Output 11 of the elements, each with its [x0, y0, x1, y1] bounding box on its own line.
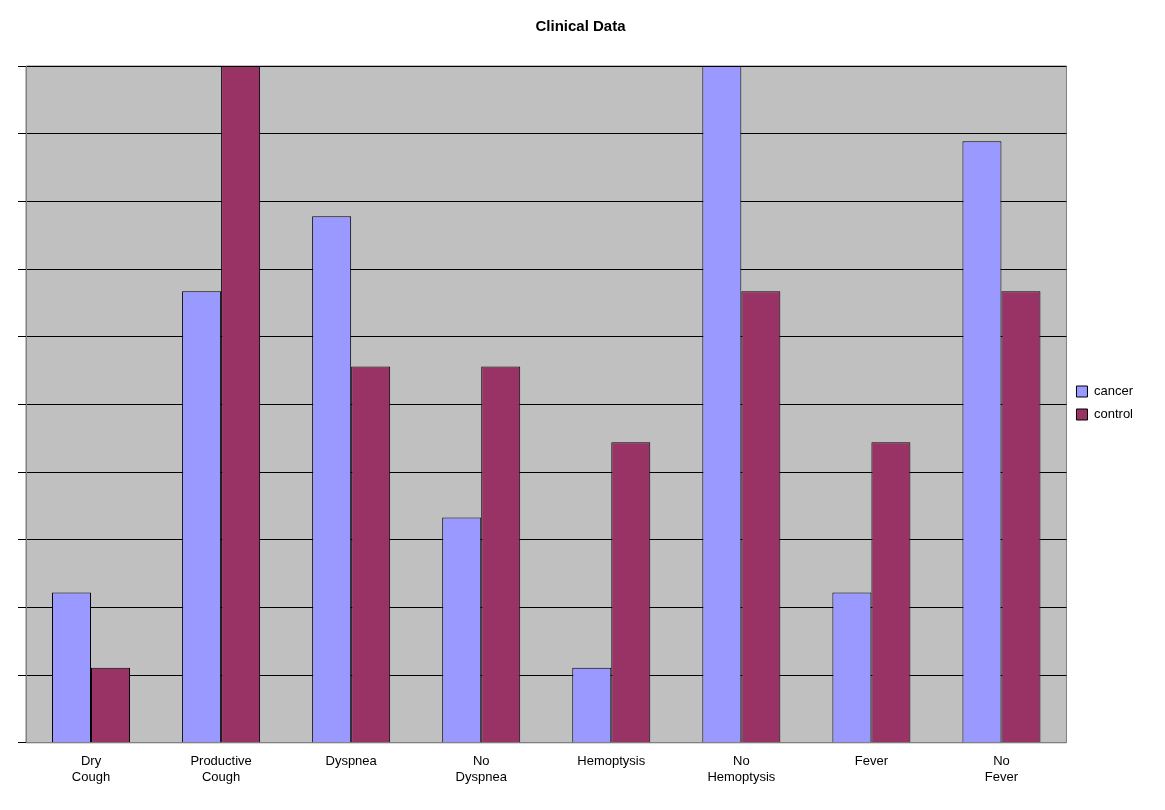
x-tick-label: No Dyspnea: [455, 753, 508, 784]
x-tick-label: Hemoptysis: [577, 753, 646, 769]
x-tick-label: Productive Cough: [190, 753, 252, 784]
x-tick-label: Dyspnea: [325, 753, 378, 769]
legend-label: cancer: [1093, 383, 1134, 399]
legend-label: control: [1093, 406, 1134, 422]
x-tick-label: No Hemoptysis: [707, 753, 776, 784]
x-tick-label: Dry Cough: [71, 753, 111, 784]
chart-title: Clinical Data: [535, 17, 627, 35]
x-tick-label: Fever: [854, 753, 889, 769]
x-tick-label: No Fever: [984, 753, 1019, 784]
